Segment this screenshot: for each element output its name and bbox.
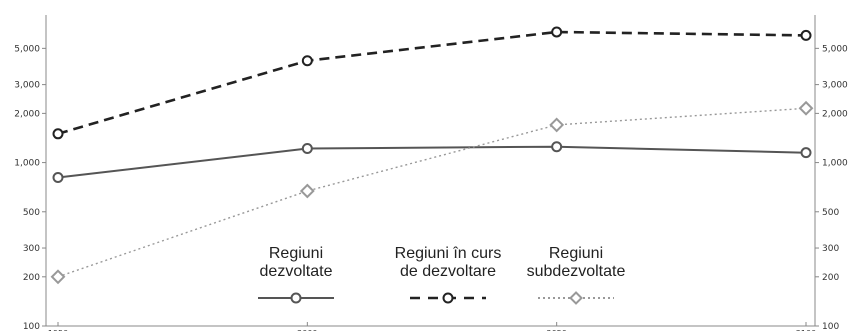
series-line <box>57 107 807 278</box>
y-tick-label-left: 500 <box>23 208 40 218</box>
x-tick-label: 2000 <box>297 329 317 331</box>
y-tick-label-left: 1,000 <box>14 159 40 169</box>
data-point <box>551 141 563 153</box>
data-point <box>301 55 313 67</box>
legend-label: subdezvoltate <box>527 263 626 280</box>
series-3 <box>50 100 814 285</box>
data-point <box>301 142 313 154</box>
y-tick-label-left: 3,000 <box>14 81 40 91</box>
x-tick-label: 2100 <box>796 329 816 331</box>
series-1 <box>52 141 812 184</box>
data-point <box>50 269 66 285</box>
y-tick-label-left: 5,000 <box>14 44 40 54</box>
legend-swatch-marker <box>290 292 302 304</box>
y-tick-label-right: 5,000 <box>822 44 848 54</box>
legend-label: Regiuni <box>269 245 323 262</box>
y-tick-label-right: 1,000 <box>822 159 848 169</box>
y-tick-label-left: 100 <box>23 322 40 331</box>
data-point <box>800 147 812 159</box>
y-tick-label-right: 2,000 <box>822 109 848 119</box>
y-tick-label-right: 200 <box>822 273 839 283</box>
legend-label: Regiuni <box>549 245 603 262</box>
y-tick-label-left: 200 <box>23 273 40 283</box>
series-line <box>57 145 807 179</box>
series-layer <box>50 26 814 285</box>
y-tick-label-right: 3,000 <box>822 81 848 91</box>
series-line <box>57 30 807 136</box>
x-ticks: 1950 2000 2050 2100 <box>48 322 816 331</box>
legend-label: de dezvoltare <box>400 263 496 280</box>
y-tick-label-right: 300 <box>822 244 839 254</box>
y-ticks: 100 100 200 200 300 300 500 500 1,000 1,000 2,000 2… <box>14 44 848 331</box>
legend-swatch-marker <box>569 291 583 305</box>
x-tick-label: 1950 <box>48 329 68 331</box>
legend-swatch-marker <box>442 292 454 304</box>
data-point <box>798 100 814 116</box>
legend-label: dezvoltate <box>260 263 333 280</box>
axes <box>45 15 816 327</box>
x-tick-label: 2050 <box>546 329 566 331</box>
y-tick-label-left: 2,000 <box>14 109 40 119</box>
data-point <box>52 172 64 184</box>
series-2 <box>52 26 812 140</box>
data-point <box>549 117 565 133</box>
data-point <box>52 128 64 140</box>
data-point <box>551 26 563 38</box>
y-tick-label-right: 500 <box>822 208 839 218</box>
y-tick-label-right: 100 <box>822 322 839 331</box>
data-point <box>800 29 812 41</box>
y-tick-label-left: 300 <box>23 244 40 254</box>
data-point <box>299 183 315 199</box>
legend-label: Regiuni în curs <box>395 245 502 262</box>
